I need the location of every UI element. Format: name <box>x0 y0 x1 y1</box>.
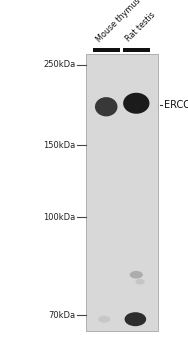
Ellipse shape <box>135 279 145 285</box>
Text: Rat testis: Rat testis <box>124 11 157 44</box>
Text: Mouse thymus: Mouse thymus <box>94 0 142 44</box>
Ellipse shape <box>124 312 146 326</box>
Bar <box>123 48 150 52</box>
Ellipse shape <box>123 93 149 114</box>
Bar <box>86 54 158 331</box>
Ellipse shape <box>130 271 143 279</box>
Text: 150kDa: 150kDa <box>43 141 75 150</box>
Text: 250kDa: 250kDa <box>43 60 75 69</box>
Ellipse shape <box>98 316 111 323</box>
Text: 70kDa: 70kDa <box>48 310 75 320</box>
Ellipse shape <box>95 97 118 117</box>
Text: 100kDa: 100kDa <box>43 212 75 222</box>
Bar <box>92 48 120 52</box>
Text: ERCC6: ERCC6 <box>164 100 188 110</box>
